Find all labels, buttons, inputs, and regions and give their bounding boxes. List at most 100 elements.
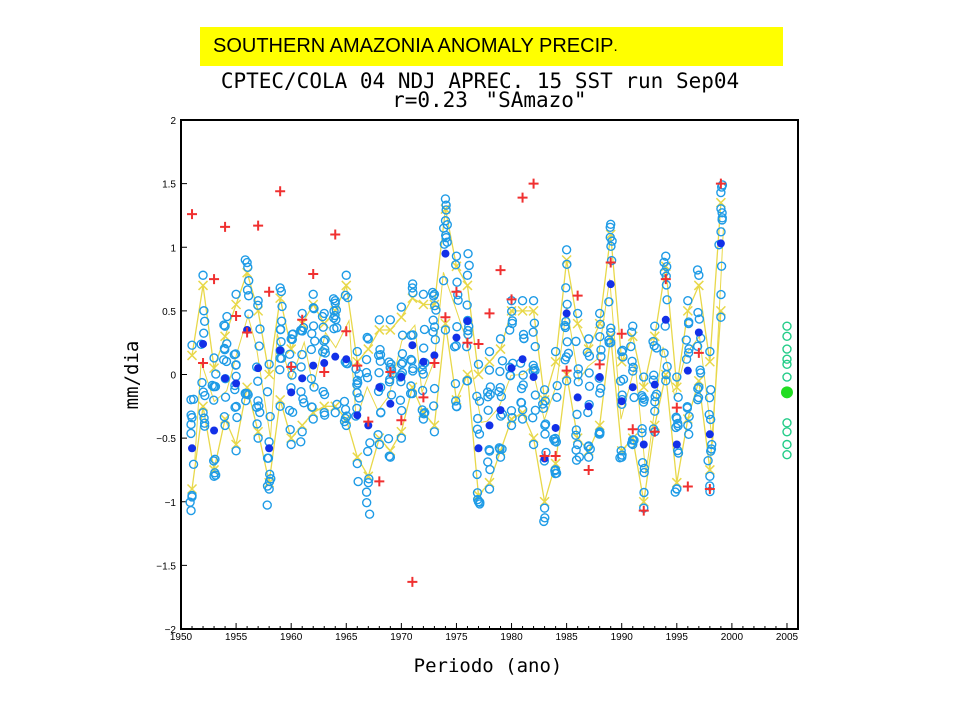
member-marker <box>186 428 196 439</box>
member-marker <box>231 289 241 300</box>
member-marker <box>286 334 296 344</box>
member-marker <box>673 448 684 458</box>
member-marker <box>341 270 351 280</box>
ensemble-mean-marker <box>639 440 648 449</box>
member-marker <box>451 251 462 261</box>
member-marker <box>539 503 550 513</box>
spread-marker <box>693 280 704 291</box>
member-marker <box>583 334 594 344</box>
member-marker <box>506 420 517 431</box>
chart-title: CPTEC/COLA 04 NDJ APREC. 15 SST run Sep0… <box>221 69 739 93</box>
ensemble-members <box>185 180 728 527</box>
ensemble-mean-marker <box>452 333 461 342</box>
member-marker <box>472 391 482 402</box>
member-marker <box>231 401 241 412</box>
member-marker <box>693 307 703 318</box>
member-marker <box>275 364 285 375</box>
member-marker <box>396 405 407 416</box>
member-marker <box>353 476 363 487</box>
member-marker <box>683 420 693 431</box>
y-axis-label: mm/dia <box>121 341 143 410</box>
member-marker <box>485 389 495 400</box>
forecast-member-marker <box>782 344 792 354</box>
member-marker <box>572 439 583 450</box>
member-marker <box>385 452 396 462</box>
member-marker <box>253 396 263 406</box>
observed-marker <box>407 576 418 587</box>
member-marker <box>418 369 428 379</box>
member-marker <box>231 371 241 382</box>
member-marker <box>681 335 691 345</box>
member-marker <box>661 251 671 261</box>
member-marker <box>648 336 658 347</box>
member-marker <box>628 362 638 373</box>
member-marker <box>495 366 505 377</box>
member-marker <box>517 295 528 306</box>
member-marker <box>276 316 287 326</box>
member-marker <box>703 455 713 466</box>
member-marker <box>438 275 449 286</box>
member-marker <box>276 337 286 347</box>
member-marker <box>483 405 493 416</box>
spread-marker <box>231 299 242 310</box>
observed-marker <box>484 308 495 319</box>
member-marker <box>637 424 647 434</box>
member-marker <box>384 451 395 461</box>
observed-marker <box>418 392 429 403</box>
member-marker <box>617 346 627 357</box>
member-marker <box>662 295 672 305</box>
member-marker <box>361 354 372 365</box>
member-marker <box>341 420 351 431</box>
member-marker <box>407 283 418 293</box>
ensemble-mean-marker <box>441 249 450 258</box>
member-marker <box>572 308 583 319</box>
member-marker <box>361 487 372 497</box>
member-marker <box>418 289 429 300</box>
ensemble-mean-marker <box>419 357 428 366</box>
member-marker <box>376 407 386 418</box>
ensemble-mean-marker <box>342 355 351 364</box>
member-marker <box>342 292 353 303</box>
member-marker <box>318 322 328 332</box>
forecast-member-marker <box>782 359 792 370</box>
member-marker <box>716 187 726 198</box>
member-marker <box>244 275 254 286</box>
member-marker <box>429 427 440 437</box>
spread-marker <box>341 280 352 291</box>
member-marker <box>242 388 252 399</box>
member-marker <box>451 341 461 351</box>
member-marker <box>705 346 715 357</box>
member-marker <box>361 367 372 378</box>
member-marker <box>463 249 473 259</box>
member-marker <box>560 322 571 333</box>
member-marker <box>363 477 374 488</box>
spread-marker <box>286 344 297 355</box>
forecast-member-marker <box>782 449 792 460</box>
spread-marker <box>396 312 407 323</box>
x-tick-label: 1975 <box>445 632 468 643</box>
x-tick-label: 2000 <box>721 632 744 643</box>
member-marker <box>618 352 628 362</box>
observed-marker <box>264 286 275 297</box>
member-marker <box>462 300 472 310</box>
member-marker <box>384 357 394 367</box>
forecast-2005 <box>780 321 793 460</box>
y-tick-label: 1.5 <box>162 180 176 191</box>
member-marker <box>672 413 682 424</box>
member-marker <box>197 377 207 388</box>
observed-marker <box>396 415 407 426</box>
forecast-member-marker <box>782 354 792 364</box>
member-marker <box>209 471 219 481</box>
forecast-member-marker <box>782 418 792 428</box>
member-marker <box>253 433 263 443</box>
member-marker <box>396 359 407 369</box>
member-marker <box>571 425 582 435</box>
member-marker <box>595 319 606 330</box>
member-marker <box>540 396 550 406</box>
member-marker <box>707 439 717 450</box>
member-marker <box>252 419 262 429</box>
member-marker <box>418 414 429 424</box>
spread-marker <box>186 350 198 361</box>
member-marker <box>186 419 196 430</box>
member-marker <box>683 318 694 329</box>
